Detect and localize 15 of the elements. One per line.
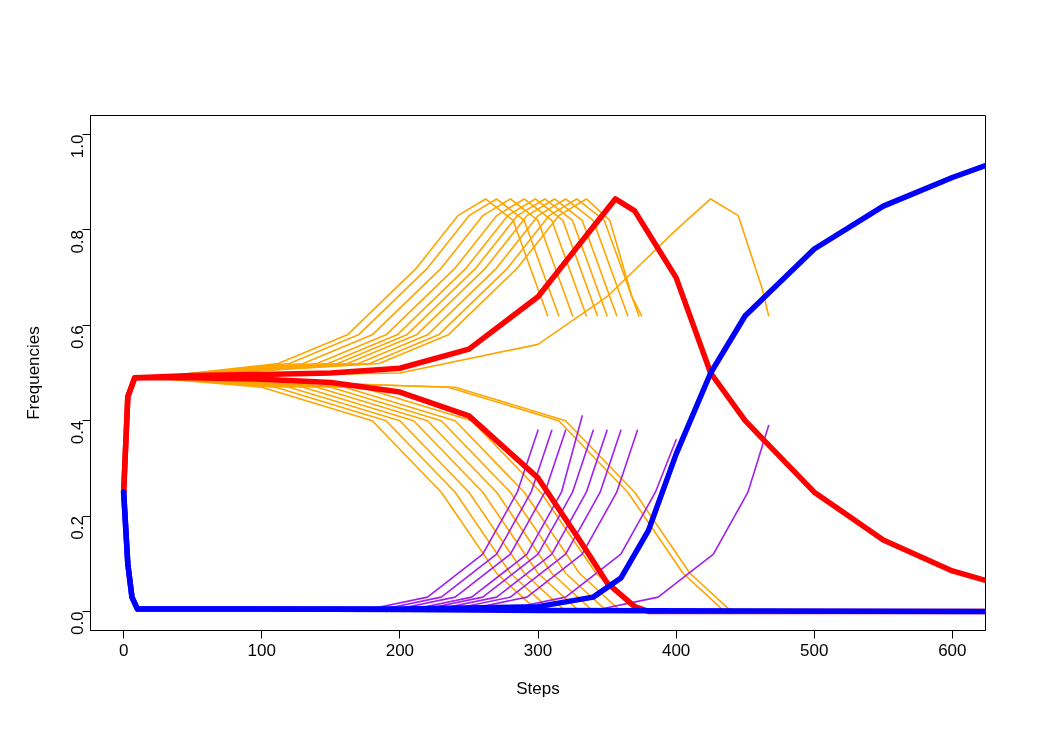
x-tick-label: 200 [385,640,415,660]
y-tick-label: 0.0 [68,611,88,636]
y-tick-label: 0.6 [68,325,88,349]
y-axis-title: Frequencies [23,326,43,420]
y-tick-label: 0.8 [68,229,88,254]
x-tick-label: 400 [661,640,691,660]
x-tick-label: 600 [938,640,967,660]
x-tick-label: 100 [247,640,276,660]
y-tick-label: 1.0 [68,134,88,159]
x-tick-label: 0 [118,640,129,660]
x-axis-title: Steps [516,678,560,698]
x-tick-label: 300 [523,640,553,660]
x-tick-label: 500 [800,640,829,660]
y-tick-label: 0.4 [68,420,88,445]
y-tick-label: 0.2 [68,516,88,540]
